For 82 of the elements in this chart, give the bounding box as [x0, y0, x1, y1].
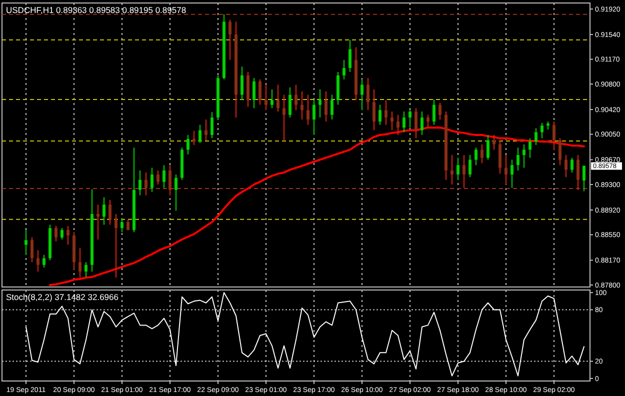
- candlestick: [510, 159, 514, 188]
- candlestick: [570, 157, 574, 173]
- candlestick: [252, 78, 256, 109]
- candlestick: [360, 78, 364, 111]
- candlestick: [120, 218, 124, 233]
- candlestick: [468, 154, 472, 178]
- candlestick: [414, 108, 418, 139]
- candlestick: [564, 154, 568, 178]
- candlestick: [342, 59, 346, 80]
- candlestick: [348, 39, 352, 72]
- candlestick: [516, 147, 520, 171]
- candlestick: [108, 199, 112, 226]
- candlestick: [186, 134, 190, 155]
- candlestick: [60, 228, 64, 240]
- candlestick: [486, 134, 490, 160]
- candlestick: [282, 94, 286, 142]
- candlestick: [204, 119, 208, 141]
- candlestick: [42, 254, 46, 268]
- candlestick: [276, 84, 280, 112]
- candlestick: [540, 122, 544, 139]
- candlestick: [474, 147, 478, 166]
- candlestick: [318, 88, 322, 118]
- candlestick: [174, 174, 178, 212]
- candlestick: [294, 84, 298, 111]
- candlestick: [312, 100, 316, 136]
- candlestick: [450, 154, 454, 186]
- candlestick: [156, 170, 160, 186]
- candlestick: [462, 154, 466, 188]
- candlestick: [498, 140, 502, 174]
- candlestick: [300, 90, 304, 120]
- candlestick: [384, 100, 388, 126]
- candlestick: [306, 94, 310, 126]
- candlestick: [558, 138, 562, 166]
- candlestick: [144, 172, 148, 196]
- chart-title: Stoch(8,2,2) 37.1482 32.6966: [6, 292, 119, 302]
- candlestick: [210, 112, 214, 139]
- candlestick: [78, 248, 82, 278]
- candlestick: [264, 84, 268, 111]
- candlestick: [36, 250, 40, 272]
- candlestick: [162, 164, 166, 188]
- candlestick: [420, 111, 424, 136]
- candlestick: [534, 128, 538, 146]
- candlestick: [54, 226, 58, 242]
- candlestick: [390, 111, 394, 131]
- candlestick: [426, 114, 430, 128]
- candlestick: [138, 170, 142, 196]
- candlestick: [552, 121, 556, 150]
- candlestick: [402, 111, 406, 133]
- candlestick: [24, 230, 28, 256]
- candlestick: [150, 167, 154, 192]
- candlestick: [492, 134, 496, 150]
- candlestick: [270, 88, 274, 109]
- candlestick: [396, 114, 400, 136]
- candlestick: [528, 138, 532, 158]
- candlestick: [66, 226, 70, 246]
- candlestick: [378, 104, 382, 126]
- candlestick: [366, 78, 370, 111]
- candlestick: [522, 144, 526, 168]
- candlestick: [192, 130, 196, 146]
- candlestick: [456, 157, 460, 180]
- candlestick: [168, 164, 172, 196]
- candlestick: [582, 165, 586, 192]
- candlestick: [576, 154, 580, 190]
- candlestick: [438, 102, 442, 120]
- candlestick: [480, 144, 484, 164]
- candlestick: [504, 154, 508, 186]
- candlestick: [30, 236, 34, 263]
- chart-title: USDCHF,H1 0.89363 0.89583 0.89195 0.89578: [6, 5, 186, 15]
- candlestick: [408, 110, 412, 128]
- candlestick: [432, 98, 436, 126]
- candlestick: [288, 86, 292, 118]
- candlestick: [240, 66, 244, 101]
- candlestick: [330, 94, 334, 120]
- candlestick: [84, 262, 88, 278]
- candlestick: [114, 213, 118, 278]
- candlestick: [102, 196, 106, 226]
- candlestick: [258, 78, 262, 106]
- candlestick: [96, 204, 100, 240]
- candlestick: [198, 124, 202, 144]
- candlestick: [372, 88, 376, 131]
- candlestick: [228, 19, 232, 60]
- candlestick: [324, 90, 328, 122]
